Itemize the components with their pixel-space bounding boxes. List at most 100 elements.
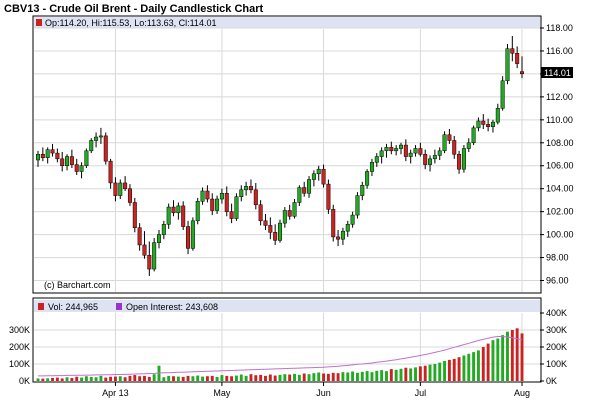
vol-swatch [38,303,44,310]
price-tick-label: 116.00 [546,46,573,56]
volume-bar [515,328,519,381]
volume-bar [51,377,54,381]
volume-bar [128,375,132,381]
candle-down [50,149,55,154]
volume-y-ticks: 0K 100K 200K 300K 400K 0K 100K 200K 300K [9,308,567,386]
candle-up [476,120,481,129]
volume-bar [89,376,93,381]
candle-up [345,224,350,232]
volume-bar [380,370,384,381]
candle-up [461,148,466,170]
price-panel-frame [32,15,542,294]
volume-left-tick-label: 300K [9,325,30,335]
volume-bar [302,373,306,381]
volume-bar [409,368,413,381]
volume-bar [399,368,403,381]
volume-bar [307,374,311,381]
volume-bar [201,376,205,381]
candle-down [40,154,45,158]
price-tick-label: 96.00 [546,276,569,286]
volume-bar [46,378,50,381]
candle-up [200,190,205,202]
volume-bar [346,372,350,381]
candle-up [292,202,297,217]
x-tick-label: Jul [415,388,427,398]
volume-left-tick-label: 100K [9,359,30,369]
volume-bar [273,375,277,381]
candle-up [442,134,447,152]
candle-up [394,148,399,152]
candle-down [321,168,326,185]
candle-down [253,189,258,206]
candle-down [248,186,253,191]
last-price-box [541,67,573,78]
volume-bar [167,375,171,381]
volume-bar [99,375,103,381]
volume-bar [452,358,456,381]
candle-up [413,148,418,154]
volume-bar [143,375,146,381]
candle-up [244,186,249,191]
volume-bar [341,372,345,381]
volume-bar [370,372,374,381]
volume-bar [94,377,98,381]
candle-down [60,158,65,166]
volume-left-tick-label: 200K [9,342,30,352]
candle-up [65,156,70,166]
price-tick-label: 102.00 [546,207,574,217]
candle-up [355,195,360,216]
price-tick-label: 118.00 [546,23,573,33]
volume-bar [239,374,243,381]
volume-bar [476,350,480,381]
candle-up [36,154,40,161]
volume-bar [41,378,45,381]
volume-bar [394,369,398,381]
candle-up [152,242,157,270]
volume-bar [496,338,500,381]
candle-up [297,187,302,203]
candle-down [326,183,331,210]
volume-bar [297,374,301,381]
volume-bar [331,372,335,381]
x-axis-labels: Apr 13 May Jun Jul Aug [102,382,530,398]
volume-bar [109,376,113,381]
candle-down [205,190,210,200]
candle-up [360,185,365,196]
volume-bar [317,372,321,381]
volume-bar [152,374,156,381]
volume-bar [491,340,495,381]
volume-bar [147,376,151,381]
candle-down [423,154,428,165]
candle-down [263,220,268,226]
price-tick-label: 112.00 [546,92,573,102]
volume-bar [510,330,514,381]
candle-down [510,48,515,54]
candle-up [166,206,171,225]
volume-bar [264,375,267,381]
candle-up [316,168,321,175]
candle-down [515,53,520,64]
candle-down [481,120,486,125]
candle-up [350,214,355,225]
candle-up [98,135,103,138]
candle-up [234,196,239,219]
volume-tick-label: 0K [546,376,557,386]
candle-down [486,124,491,127]
volume-bar [113,376,117,381]
watermark: (c) Barchart.com [44,280,111,290]
volume-bar [467,353,471,381]
volume-bar [36,378,40,381]
candle-up [195,201,200,222]
volume-tick-label: 400K [546,308,567,318]
volume-bar [196,375,200,381]
candle-down [210,198,215,211]
volume-bar [506,331,509,381]
candle-down [302,187,307,194]
candle-up [495,108,500,123]
open-interest-line [38,336,523,377]
candle-down [452,140,457,155]
x-tick-label: May [213,388,231,398]
volume-bar [501,335,505,381]
candle-down [520,71,524,75]
